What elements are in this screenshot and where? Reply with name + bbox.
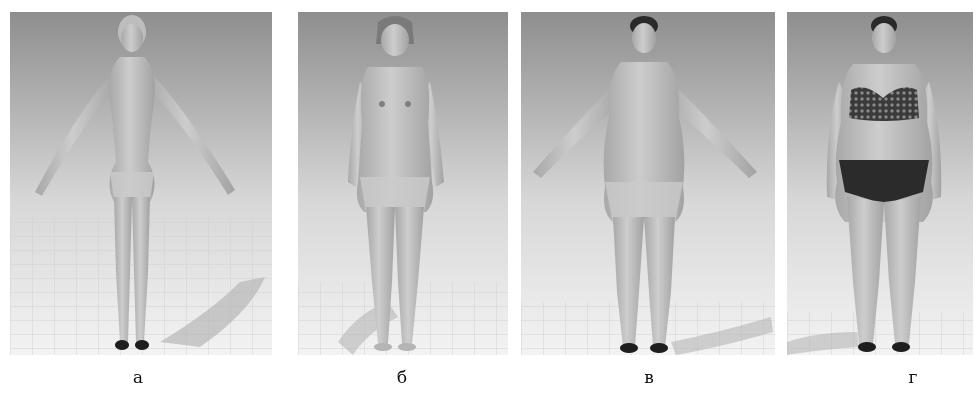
figure-panel-b: [298, 12, 508, 355]
caption-c: в: [644, 368, 654, 388]
figure-panel-a: [10, 12, 272, 355]
mannequin-icon: [298, 12, 508, 355]
figure-panel-c: [521, 12, 775, 355]
caption-a: а: [132, 368, 144, 388]
mannequin-icon: [521, 12, 775, 355]
mannequin-icon: [787, 12, 973, 355]
caption-b: б: [396, 368, 408, 388]
mannequin-icon: [10, 12, 272, 355]
caption-d: г: [908, 368, 918, 388]
figure-panel-d: [787, 12, 973, 355]
